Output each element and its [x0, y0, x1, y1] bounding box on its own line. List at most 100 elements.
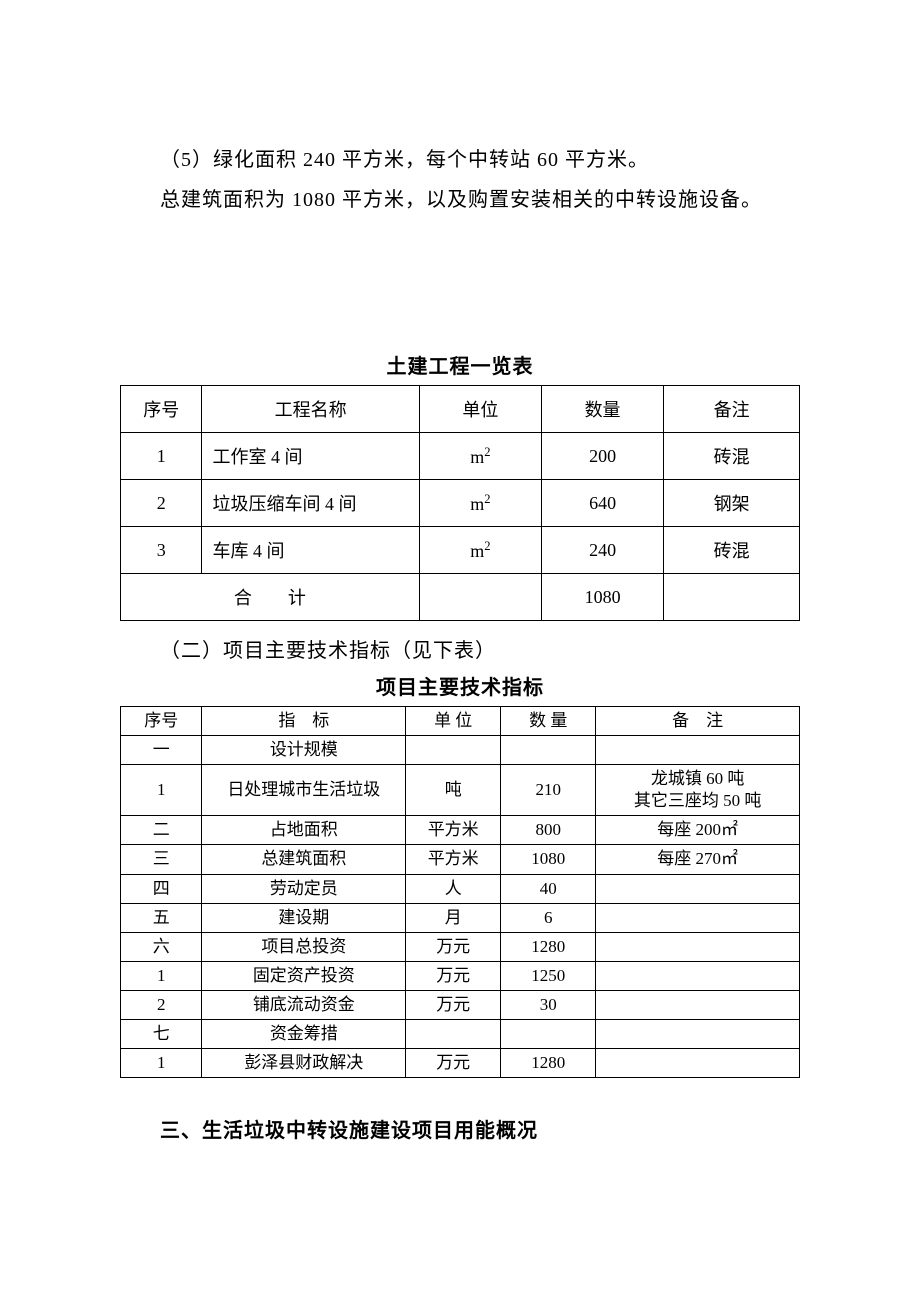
cell: 日处理城市生活垃圾: [202, 765, 406, 816]
th-qty: 数量: [541, 386, 663, 433]
technical-indicators-table: 序号 指 标 单 位 数 量 备 注 一设计规模1日处理城市生活垃圾吨210龙城…: [120, 706, 800, 1078]
cell: [501, 736, 596, 765]
cell: 设计规模: [202, 736, 406, 765]
cell: 1250: [501, 961, 596, 990]
table-header-row: 序号 工程名称 单位 数量 备注: [121, 386, 800, 433]
th: 指 标: [202, 707, 406, 736]
cell-empty: [419, 574, 541, 621]
cell: [596, 1020, 800, 1049]
th-name: 工程名称: [202, 386, 419, 433]
cell: [406, 736, 501, 765]
cell-seq: 2: [121, 480, 202, 527]
table-row: 四劳动定员人40: [121, 874, 800, 903]
cell: 建设期: [202, 903, 406, 932]
table-row: 二占地面积平方米800每座 200㎡: [121, 816, 800, 845]
cell: [596, 903, 800, 932]
cell: [501, 1020, 596, 1049]
cell: [596, 961, 800, 990]
cell: [596, 932, 800, 961]
cell: 1080: [501, 845, 596, 874]
cell: 铺底流动资金: [202, 990, 406, 1019]
cell-name: 车库 4 间: [202, 527, 419, 574]
cell: 40: [501, 874, 596, 903]
cell: 平方米: [406, 816, 501, 845]
table-row: 1固定资产投资万元1250: [121, 961, 800, 990]
cell-qty: 240: [541, 527, 663, 574]
paragraph-5: （5）绿化面积 240 平方米，每个中转站 60 平方米。: [120, 140, 800, 180]
th-note: 备注: [664, 386, 800, 433]
cell: 万元: [406, 990, 501, 1019]
table-row: 2铺底流动资金万元30: [121, 990, 800, 1019]
table-row: 1 工作室 4 间 m2 200 砖混: [121, 433, 800, 480]
cell: 占地面积: [202, 816, 406, 845]
cell-note: 钢架: [664, 480, 800, 527]
cell: 1: [121, 1049, 202, 1078]
cell-total-qty: 1080: [541, 574, 663, 621]
cell-seq: 1: [121, 433, 202, 480]
cell: [406, 1020, 501, 1049]
construction-table: 序号 工程名称 单位 数量 备注 1 工作室 4 间 m2 200 砖混 2 垃…: [120, 385, 800, 621]
table-row: 七资金筹措: [121, 1020, 800, 1049]
cell: 月: [406, 903, 501, 932]
table2-title: 项目主要技术指标: [120, 671, 800, 700]
table-row: 1日处理城市生活垃圾吨210龙城镇 60 吨其它三座均 50 吨: [121, 765, 800, 816]
cell: 劳动定员: [202, 874, 406, 903]
spacer: [120, 220, 800, 350]
cell-qty: 640: [541, 480, 663, 527]
cell: [596, 736, 800, 765]
table-header-row: 序号 指 标 单 位 数 量 备 注: [121, 707, 800, 736]
section-3-heading: 三、生活垃圾中转设施建设项目用能概况: [120, 1114, 800, 1143]
cell: 平方米: [406, 845, 501, 874]
cell: 一: [121, 736, 202, 765]
table-row: 1彭泽县财政解决万元1280: [121, 1049, 800, 1078]
th-unit: 单位: [419, 386, 541, 433]
cell-total-label: 合 计: [121, 574, 420, 621]
cell: 每座 200㎡: [596, 816, 800, 845]
cell: 项目总投资: [202, 932, 406, 961]
table-row: 六项目总投资万元1280: [121, 932, 800, 961]
cell: [596, 990, 800, 1019]
cell-note: 砖混: [664, 527, 800, 574]
table1-title: 土建工程一览表: [120, 350, 800, 379]
table-row: 3 车库 4 间 m2 240 砖混: [121, 527, 800, 574]
cell: 人: [406, 874, 501, 903]
cell: 四: [121, 874, 202, 903]
cell-name: 垃圾压缩车间 4 间: [202, 480, 419, 527]
cell: 二: [121, 816, 202, 845]
cell: 每座 270㎡: [596, 845, 800, 874]
cell: 1: [121, 765, 202, 816]
section-2-heading: （二）项目主要技术指标（见下表）: [120, 631, 800, 671]
cell: 万元: [406, 1049, 501, 1078]
cell-qty: 200: [541, 433, 663, 480]
cell: 资金筹措: [202, 1020, 406, 1049]
cell-empty: [664, 574, 800, 621]
cell-seq: 3: [121, 527, 202, 574]
table-row: 五建设期月6: [121, 903, 800, 932]
cell: 吨: [406, 765, 501, 816]
table-total-row: 合 计 1080: [121, 574, 800, 621]
th: 备 注: [596, 707, 800, 736]
table-row: 三总建筑面积平方米1080每座 270㎡: [121, 845, 800, 874]
table-row: 一设计规模: [121, 736, 800, 765]
cell: 五: [121, 903, 202, 932]
cell: [596, 874, 800, 903]
cell-unit: m2: [419, 480, 541, 527]
cell-unit: m2: [419, 527, 541, 574]
cell: 2: [121, 990, 202, 1019]
cell: 万元: [406, 961, 501, 990]
cell: 彭泽县财政解决: [202, 1049, 406, 1078]
cell-name: 工作室 4 间: [202, 433, 419, 480]
paragraph-summary: 总建筑面积为 1080 平方米，以及购置安装相关的中转设施设备。: [120, 180, 800, 220]
cell-note: 砖混: [664, 433, 800, 480]
cell-unit: m2: [419, 433, 541, 480]
cell: 七: [121, 1020, 202, 1049]
th: 数 量: [501, 707, 596, 736]
cell: 固定资产投资: [202, 961, 406, 990]
cell: 六: [121, 932, 202, 961]
cell: 总建筑面积: [202, 845, 406, 874]
cell: 1: [121, 961, 202, 990]
th: 序号: [121, 707, 202, 736]
table-row: 2 垃圾压缩车间 4 间 m2 640 钢架: [121, 480, 800, 527]
cell: 1280: [501, 932, 596, 961]
th-seq: 序号: [121, 386, 202, 433]
